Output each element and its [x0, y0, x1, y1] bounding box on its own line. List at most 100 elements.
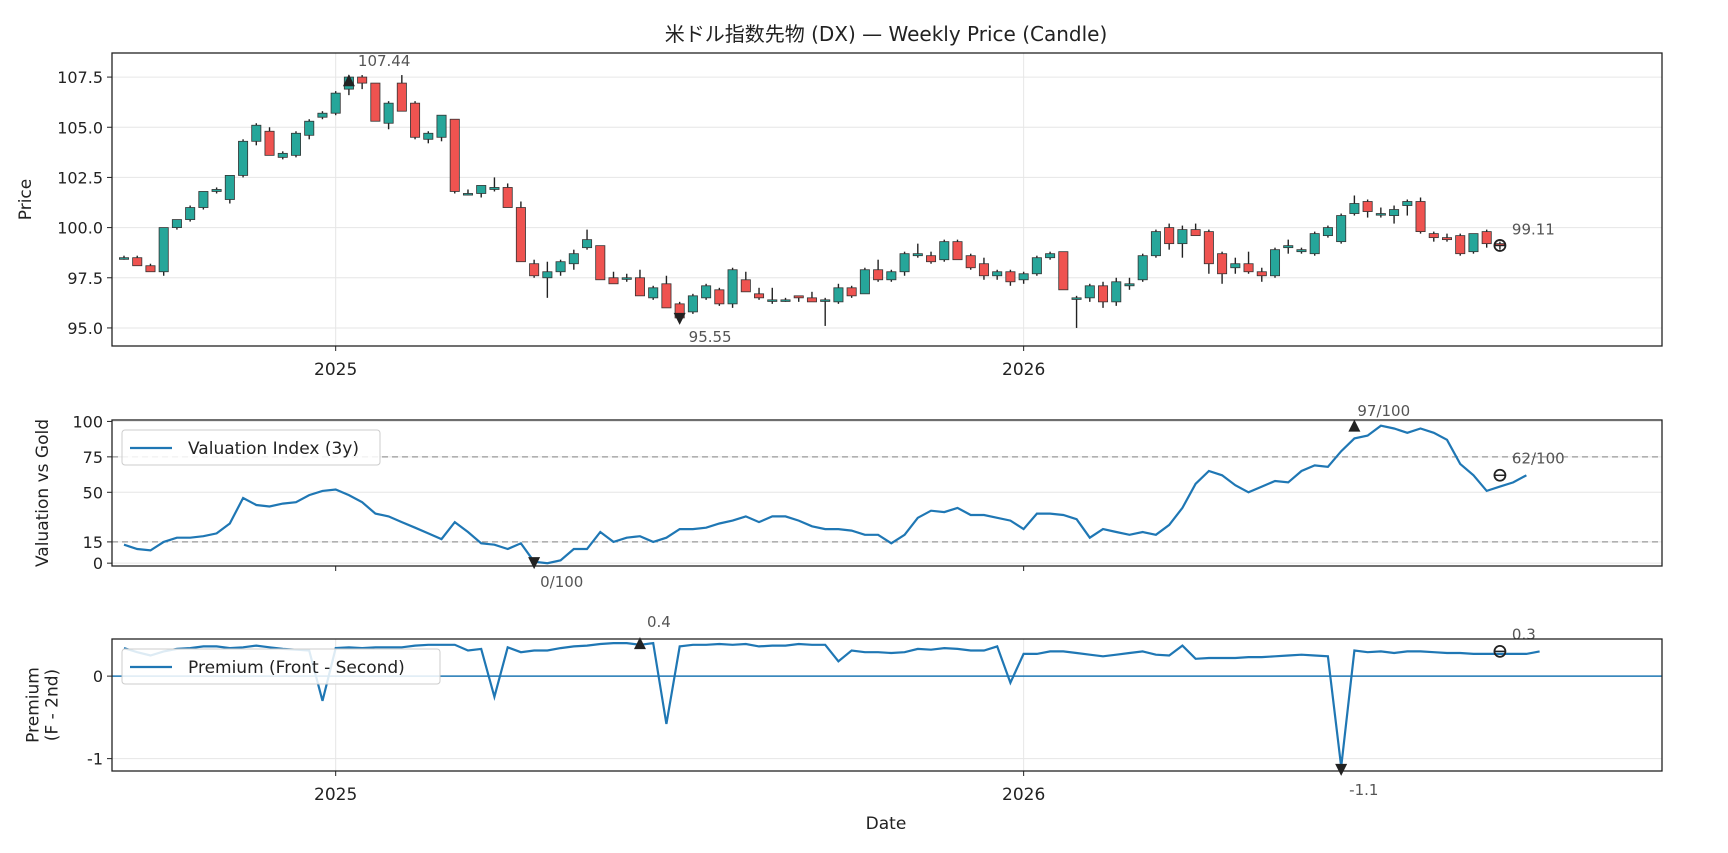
- max-label: 0.4: [647, 613, 671, 631]
- candle-body: [423, 132, 434, 140]
- y-tick-label: 100.0: [57, 219, 103, 238]
- candle-body: [515, 207, 526, 263]
- candle-body: [410, 102, 421, 138]
- candle-body: [754, 293, 765, 299]
- candle-body: [833, 287, 844, 303]
- candle-body: [1362, 201, 1373, 212]
- candle-body: [476, 185, 487, 194]
- candle-body: [290, 132, 301, 156]
- candle-body: [1349, 203, 1360, 214]
- candle-body: [701, 285, 712, 299]
- chart-title: 米ドル指数先物 (DX) — Weekly Price (Candle): [665, 22, 1108, 46]
- candle-body: [859, 269, 870, 295]
- candle-body: [621, 277, 632, 280]
- candle-body: [608, 277, 619, 285]
- candle-body: [634, 277, 645, 297]
- high-label: 107.44: [358, 52, 411, 70]
- candle-body: [238, 140, 249, 176]
- plot-area: [112, 53, 1662, 346]
- last-label: 0.3: [1512, 625, 1536, 643]
- candle-body: [687, 295, 698, 313]
- candle-body: [317, 112, 328, 118]
- high-marker: [342, 74, 355, 87]
- low-label: 95.55: [689, 328, 732, 346]
- candle-body: [1481, 231, 1492, 245]
- candle-body: [595, 245, 606, 281]
- candle-body: [568, 253, 579, 265]
- x-tick-label: 2026: [1002, 785, 1045, 805]
- y-tick-label: 105.0: [57, 118, 103, 137]
- candle-body: [396, 82, 407, 112]
- candle-body: [251, 124, 262, 142]
- candle-body: [1442, 237, 1453, 241]
- candle-body: [846, 287, 857, 297]
- valuation-panel: 0 15 50 75 100 Valuation vs Gold 0/100 97/100 62…: [33, 402, 1663, 591]
- y-tick-label: 75: [83, 448, 103, 467]
- candle-body: [1177, 229, 1188, 245]
- candle-body: [185, 207, 196, 220]
- candle-body: [1190, 229, 1201, 237]
- candle-body: [1203, 231, 1214, 265]
- candle-body: [171, 219, 182, 228]
- candle-body: [1455, 235, 1466, 255]
- candle-body: [277, 152, 288, 158]
- candle-body: [1217, 253, 1228, 275]
- candle-body: [1415, 201, 1426, 233]
- candle-body: [489, 187, 500, 190]
- x-tick-label: 2026: [1002, 360, 1045, 380]
- candle-body: [1283, 245, 1294, 249]
- candle-body: [1058, 251, 1069, 291]
- plot-frame: [111, 419, 1663, 567]
- candle-body: [264, 130, 275, 156]
- y-tick-label: 50: [83, 483, 103, 502]
- y-tick-label: 102.5: [57, 168, 103, 187]
- legend-label: Premium (Front - Second): [188, 658, 405, 678]
- candle-body: [1296, 249, 1307, 253]
- last-marker: [1493, 468, 1507, 482]
- candle-body: [555, 261, 566, 273]
- candle-body: [370, 82, 381, 122]
- candle-body: [304, 120, 315, 136]
- candle-body: [1270, 249, 1281, 277]
- y-tick-label: 107.5: [57, 68, 103, 87]
- candle-body: [1084, 285, 1095, 299]
- y-tick-label: 0: [93, 554, 103, 573]
- candle-body: [1124, 283, 1135, 287]
- candle-body: [806, 297, 817, 303]
- candle-body: [1309, 233, 1320, 255]
- candle-body: [158, 227, 169, 273]
- candle-body: [1375, 213, 1386, 216]
- candle-body: [912, 253, 923, 257]
- candle-body: [820, 299, 831, 302]
- candle-body: [952, 241, 963, 261]
- candle-body: [1468, 233, 1479, 253]
- x-tick-label: 2025: [314, 785, 357, 805]
- candle-body: [1336, 215, 1347, 243]
- y-axis-label: Price: [16, 179, 36, 220]
- candle-body: [529, 263, 540, 277]
- candle-body: [582, 239, 593, 249]
- candle-body: [1031, 257, 1042, 275]
- y-axis-label: Premium: [24, 667, 44, 743]
- candle-body: [449, 118, 460, 192]
- candle-body: [965, 255, 976, 269]
- y-tick-label: 100: [72, 412, 103, 431]
- candle-body: [1111, 281, 1122, 303]
- max-marker: [633, 637, 646, 650]
- last-label: 99.11: [1512, 220, 1555, 238]
- candle-body: [502, 187, 513, 208]
- candle-body: [1389, 209, 1400, 216]
- candle-body: [1164, 227, 1175, 245]
- candle-body: [1018, 273, 1029, 281]
- y-axis-label: Valuation vs Gold: [33, 419, 53, 567]
- candle-body: [899, 253, 910, 273]
- candle-body: [992, 271, 1003, 277]
- candle-body: [1256, 271, 1267, 277]
- y-tick-label: -1: [87, 750, 103, 769]
- candle-body: [648, 287, 659, 299]
- candle-body: [119, 257, 130, 260]
- min-marker: [1335, 763, 1348, 776]
- plot-frame: [111, 638, 1663, 772]
